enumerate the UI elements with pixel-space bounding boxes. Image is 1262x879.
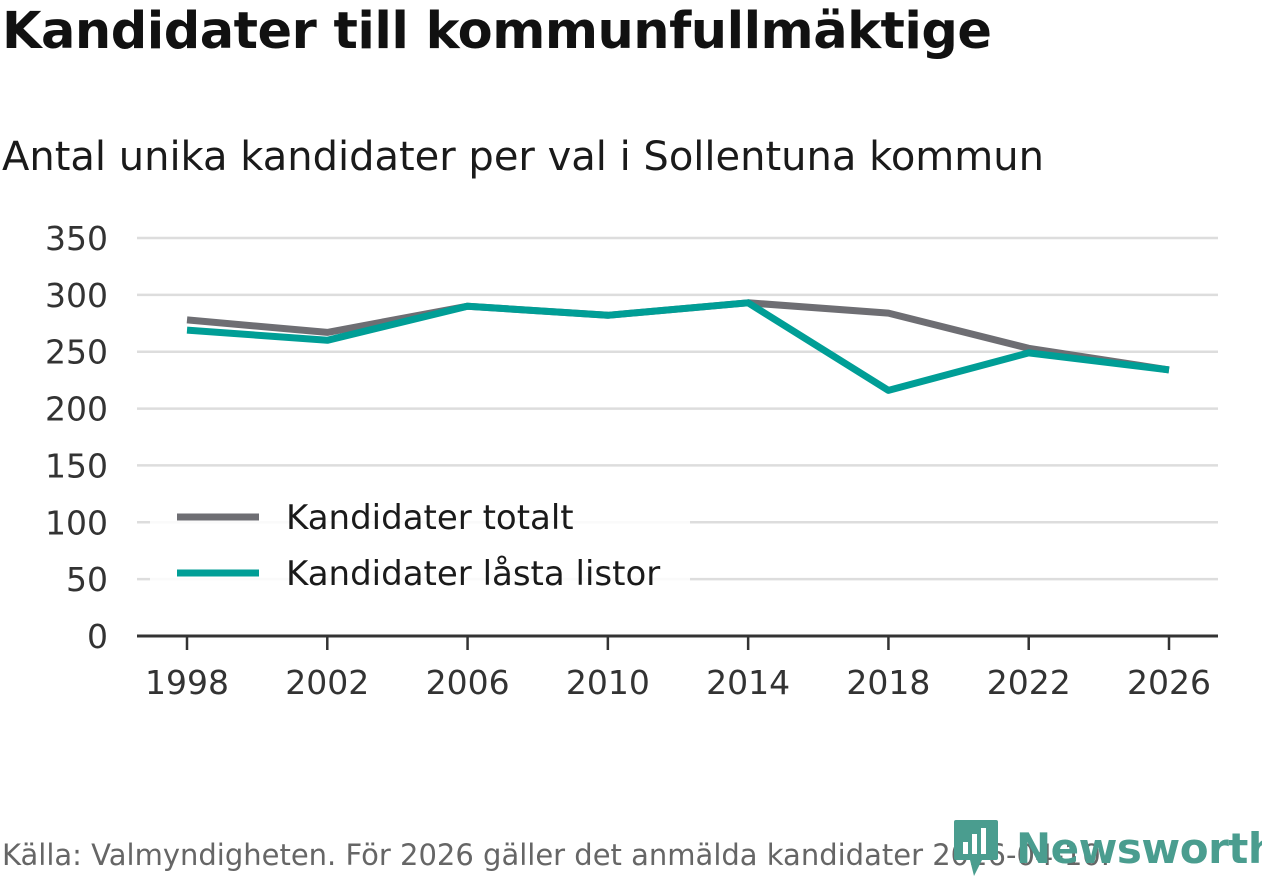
x-tick-label-2026: 2026: [1127, 663, 1211, 702]
y-tick-label-50: 50: [66, 560, 108, 599]
y-tick-label-300: 300: [45, 276, 108, 315]
legend-background: [150, 494, 690, 606]
newsworthy-logo: Newsworthy: [952, 818, 1262, 878]
newsworthy-logo-text: Newsworthy: [1016, 823, 1262, 873]
x-tick-label-1998: 1998: [145, 663, 229, 702]
chart-title: Kandidater till kommunfullmäktige: [2, 2, 992, 61]
y-axis-ticks: 0 50 100 150 200 250 300 350: [45, 219, 108, 656]
source-note: Källa: Valmyndigheten. För 2026 gäller d…: [2, 838, 1110, 872]
chart-subtitle: Antal unika kandidater per val i Sollent…: [2, 134, 1044, 180]
y-tick-label-250: 250: [45, 333, 108, 372]
y-tick-label-0: 0: [87, 617, 108, 656]
y-tick-label-200: 200: [45, 390, 108, 429]
newsworthy-logo-icon: [954, 820, 998, 876]
series-lines: [186, 299, 1170, 394]
y-tick-label-350: 350: [45, 219, 108, 258]
x-axis-ticks: 1998 2002 2006 2010 2014 2018 2022 2026: [145, 636, 1211, 702]
y-tick-label-100: 100: [45, 503, 108, 542]
x-tick-label-2006: 2006: [426, 663, 510, 702]
x-tick-label-2010: 2010: [566, 663, 650, 702]
x-tick-label-2014: 2014: [706, 663, 790, 702]
series-line-locked: [186, 299, 1170, 394]
legend-label-locked: Kandidater låsta listor: [286, 554, 660, 594]
chart-legend: Kandidater totalt Kandidater låsta listo…: [150, 494, 690, 606]
y-tick-label-150: 150: [45, 446, 108, 485]
legend-label-total: Kandidater totalt: [286, 498, 574, 538]
x-tick-label-2002: 2002: [285, 663, 369, 702]
x-tick-label-2022: 2022: [987, 663, 1071, 702]
x-tick-label-2018: 2018: [846, 663, 930, 702]
